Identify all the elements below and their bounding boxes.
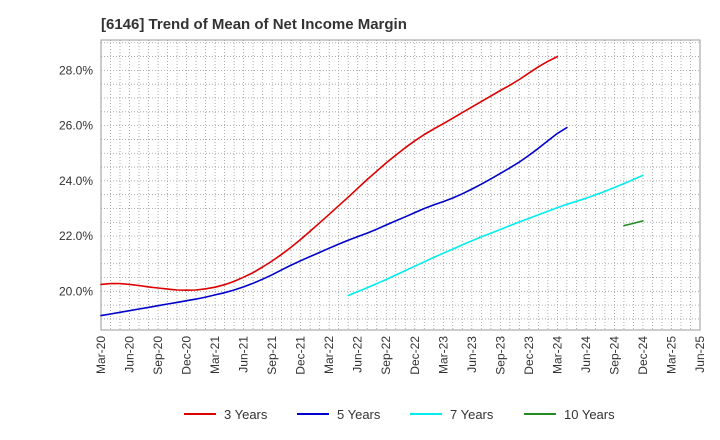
x-tick-label: Mar-21 [208, 336, 222, 374]
x-tick-label: Mar-24 [550, 336, 564, 374]
legend-label: 7 Years [450, 407, 494, 422]
x-tick-label: Sep-20 [151, 336, 165, 375]
legend-label: 5 Years [337, 407, 381, 422]
plot-frame [100, 39, 701, 331]
series-layer [100, 55, 644, 317]
x-axis-ticks: Mar-20 Jun-20 Sep-20 Dec-20 Mar-21 Jun-21 Sep-… [94, 336, 707, 375]
x-tick-label: Sep-24 [607, 336, 621, 375]
y-tick-label: 22.0% [59, 229, 93, 243]
legend: 3 Years 5 Years 7 Years 10 Years [184, 407, 615, 422]
y-tick-label: 28.0% [59, 63, 93, 77]
x-tick-label: Mar-22 [322, 336, 336, 374]
x-tick-label: Jun-25 [693, 336, 707, 373]
legend-label: 10 Years [564, 407, 615, 422]
y-tick-label: 20.0% [59, 284, 93, 298]
chart-title: [6146] Trend of Mean of Net Income Margi… [101, 16, 407, 33]
x-tick-label: Jun-21 [237, 336, 251, 373]
y-tick-label: 24.0% [59, 174, 93, 188]
x-tick-label: Dec-24 [636, 336, 650, 375]
x-tick-label: Dec-20 [180, 336, 194, 375]
x-tick-label: Sep-23 [493, 336, 507, 375]
x-tick-label: Mar-25 [664, 336, 678, 374]
legend-label: 3 Years [224, 407, 268, 422]
x-tick-label: Jun-23 [465, 336, 479, 373]
x-tick-label: Jun-22 [351, 336, 365, 373]
y-axis-ticks: 20.0% 22.0% 24.0% 26.0% 28.0% [59, 63, 93, 298]
x-tick-label: Jun-20 [123, 336, 137, 373]
series-line-5-years [100, 126, 568, 317]
y-tick-label: 26.0% [59, 119, 93, 133]
x-tick-label: Jun-24 [579, 336, 593, 373]
x-tick-label: Mar-20 [94, 336, 108, 374]
series-line-10-years [623, 220, 644, 227]
x-tick-label: Dec-21 [294, 336, 308, 375]
x-tick-label: Dec-23 [522, 336, 536, 375]
grid-lines [101, 40, 700, 330]
x-tick-label: Dec-22 [408, 336, 422, 375]
x-tick-label: Mar-23 [436, 336, 450, 374]
series-line-7-years [347, 174, 644, 297]
x-tick-label: Sep-22 [379, 336, 393, 375]
x-tick-label: Sep-21 [265, 336, 279, 375]
series-line-3-years [100, 55, 559, 292]
